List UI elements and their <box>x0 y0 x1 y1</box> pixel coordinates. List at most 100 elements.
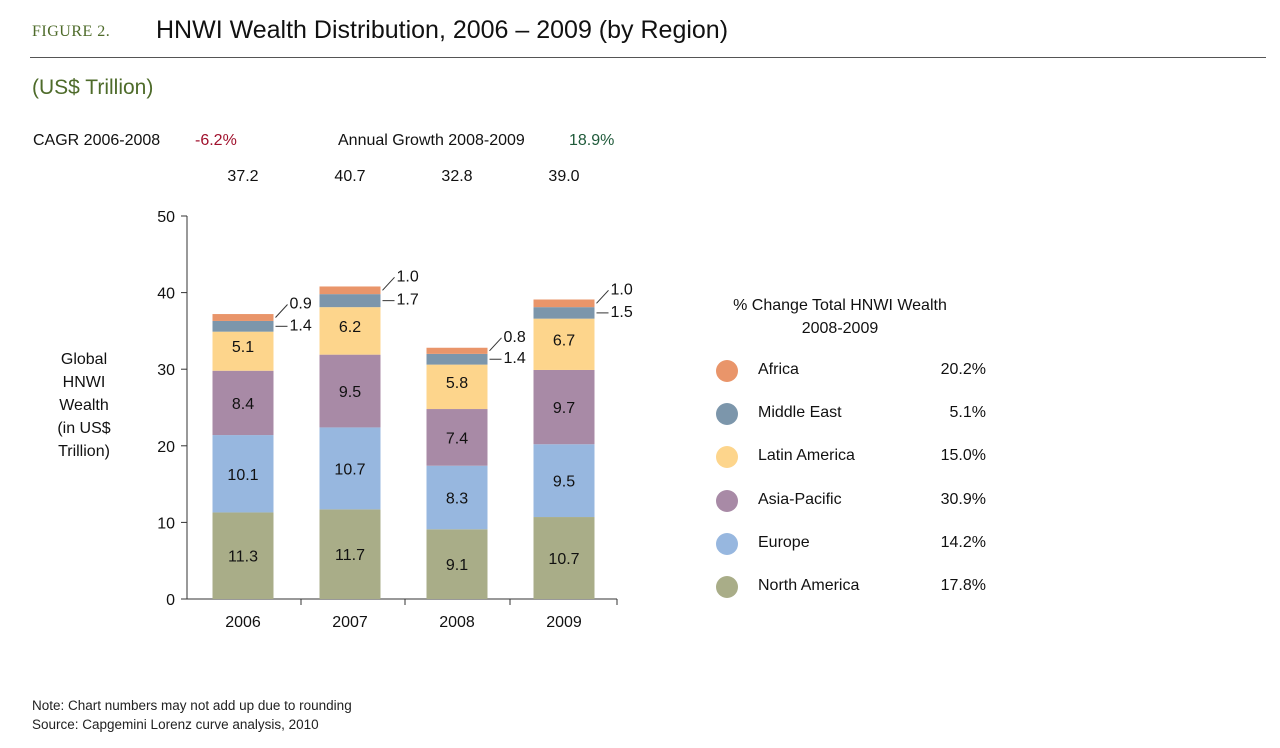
bar-segment-europe-2006 <box>212 435 274 513</box>
y-tick-label: 10 <box>157 515 175 532</box>
data-label-latin-america: 5.8 <box>446 375 468 392</box>
annual-growth-label: Annual Growth 2008-2009 <box>338 132 525 149</box>
data-label-asia-pacific: 8.4 <box>232 396 254 413</box>
bar-total-label: 40.7 <box>334 168 365 185</box>
y-tick-label: 40 <box>157 286 175 303</box>
bar-segment-latin-america-2007 <box>319 307 381 355</box>
bar-segment-asia-pacific-2009 <box>533 369 595 445</box>
x-tick-label: 2008 <box>439 614 475 631</box>
data-label-north-america: 10.7 <box>548 551 579 568</box>
data-label-middle-east: 1.7 <box>397 292 419 309</box>
legend-item-europe: Europe 14.2% <box>716 531 986 557</box>
legend-swatch <box>716 360 738 382</box>
legend-percent: 20.2% <box>940 361 986 378</box>
bar-segment-europe-2009 <box>533 444 595 518</box>
data-label-north-america: 11.3 <box>228 549 258 566</box>
bar-segment-latin-america-2009 <box>533 318 595 370</box>
bar-segment-latin-america-2008 <box>426 364 488 410</box>
data-label-middle-east: 1.5 <box>611 304 633 321</box>
legend-label: Europe <box>758 534 810 551</box>
bar-total-label: 39.0 <box>548 168 579 185</box>
bar-segment-north-america-2006 <box>212 512 274 599</box>
bar-segment-middle-east-2009 <box>533 307 595 319</box>
bar-segment-asia-pacific-2007 <box>319 354 381 428</box>
data-label-asia-pacific: 9.5 <box>339 384 361 401</box>
data-label-asia-pacific: 9.7 <box>553 400 575 417</box>
y-tick-label: 20 <box>157 439 175 456</box>
bar-segment-middle-east-2008 <box>426 353 488 365</box>
callout-leader <box>489 337 502 352</box>
units-label: (US$ Trillion) <box>32 76 154 99</box>
data-label-asia-pacific: 7.4 <box>446 430 468 447</box>
data-label-europe: 10.7 <box>334 461 365 478</box>
y-axis-title-line: Wealth <box>59 397 109 414</box>
data-label-north-america: 11.7 <box>335 547 365 564</box>
data-label-middle-east: 1.4 <box>504 350 526 367</box>
x-tick-label: 2007 <box>332 614 368 631</box>
legend-swatch <box>716 576 738 598</box>
bar-segment-latin-america-2006 <box>212 331 274 371</box>
y-tick-label: 0 <box>166 592 175 609</box>
chart-title: HNWI Wealth Distribution, 2006 – 2009 (b… <box>156 16 729 44</box>
bar-total-label: 37.2 <box>227 168 258 185</box>
annual-growth-value: 18.9% <box>569 132 615 149</box>
bar-total-label: 32.8 <box>441 168 472 185</box>
legend-label: Africa <box>758 361 799 378</box>
data-label-africa: 1.0 <box>397 268 419 285</box>
bar-segment-africa-2009 <box>533 299 595 308</box>
legend-swatch <box>716 533 738 555</box>
legend-percent: 30.9% <box>940 491 986 508</box>
legend-label: Asia-Pacific <box>758 491 842 508</box>
bar-segment-europe-2007 <box>319 427 381 510</box>
bar-segment-africa-2006 <box>212 314 274 321</box>
figure-label: FIGURE 2. <box>32 23 111 40</box>
bar-segment-asia-pacific-2008 <box>426 409 488 466</box>
legend-title-line: 2008-2009 <box>801 320 879 337</box>
data-label-africa: 0.9 <box>290 295 312 312</box>
legend-swatch <box>716 446 738 468</box>
bar-segment-asia-pacific-2006 <box>212 370 274 436</box>
bar-segment-middle-east-2007 <box>319 294 381 308</box>
cagr-label: CAGR 2006-2008 <box>33 132 161 149</box>
legend-label: Latin America <box>758 447 855 464</box>
data-label-latin-america: 6.7 <box>553 332 575 349</box>
y-axis-title-line: (in US$ <box>57 420 111 437</box>
bar-segment-north-america-2007 <box>319 509 381 599</box>
callout-leader <box>275 304 288 318</box>
y-axis-title-line: Trillion) <box>58 443 110 460</box>
bar-segment-africa-2008 <box>426 347 488 354</box>
legend-percent: 14.2% <box>940 534 986 551</box>
legend-title-line: % Change Total HNWI Wealth <box>733 297 947 314</box>
data-label-north-america: 9.1 <box>446 557 468 574</box>
y-axis-title-line: HNWI <box>62 374 106 391</box>
bar-segment-africa-2007 <box>319 286 381 295</box>
y-axis-title-line: Global <box>60 351 108 368</box>
cagr-value: -6.2% <box>195 132 237 149</box>
data-label-africa: 0.8 <box>504 329 526 346</box>
data-label-africa: 1.0 <box>611 281 633 298</box>
x-tick-label: 2009 <box>546 614 582 631</box>
y-tick-label: 30 <box>157 362 175 379</box>
data-label-europe: 9.5 <box>553 474 575 491</box>
bar-segment-north-america-2008 <box>426 529 488 599</box>
legend-item-asia-pacific: Asia-Pacific 30.9% <box>716 488 986 514</box>
legend-item-latin-america: Latin America 15.0% <box>716 444 986 470</box>
legend-item-north-america: North America 17.8% <box>716 574 986 600</box>
legend-label: Middle East <box>758 404 842 421</box>
legend-label: North America <box>758 577 860 594</box>
y-tick-label: 50 <box>157 209 175 226</box>
footnote-source: Source: Capgemini Lorenz curve analysis,… <box>32 717 319 732</box>
legend-percent: 17.8% <box>940 577 986 594</box>
title-divider <box>30 57 1266 58</box>
y-axis-title: Global HNWI Wealth (in US$ Trillion) <box>44 348 124 463</box>
data-label-europe: 8.3 <box>446 491 468 508</box>
callout-leader <box>382 276 395 291</box>
legend-swatch <box>716 490 738 512</box>
footnote-note: Note: Chart numbers may not add up due t… <box>32 698 352 713</box>
bar-segment-middle-east-2006 <box>212 320 274 332</box>
legend-item-middle-east: Middle East 5.1% <box>716 401 986 427</box>
data-label-latin-america: 6.2 <box>339 319 361 336</box>
bar-segment-north-america-2009 <box>533 517 595 599</box>
legend-percent: 15.0% <box>940 447 986 464</box>
